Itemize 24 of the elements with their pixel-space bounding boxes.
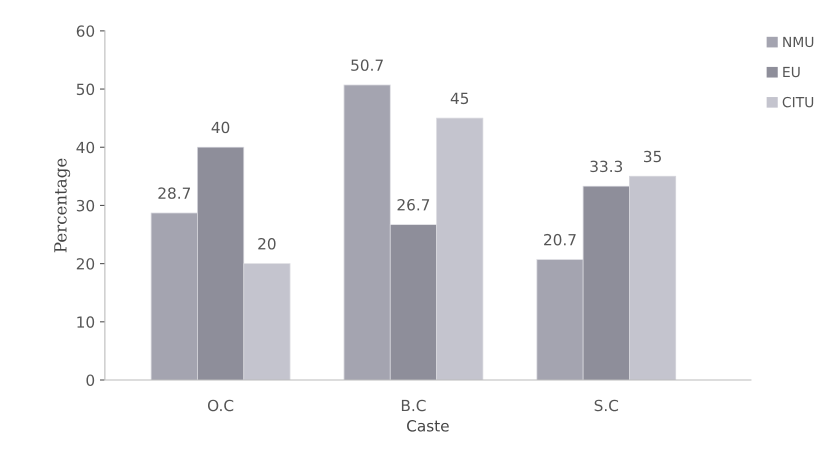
data-label: 50.7 <box>351 59 383 71</box>
y-tick-label: 20 <box>76 258 94 270</box>
data-label: 40 <box>212 122 230 134</box>
legend-label: EU <box>783 66 800 78</box>
x-axis-title: Caste <box>407 420 449 432</box>
data-label: 20 <box>258 238 276 250</box>
data-label: 26.7 <box>398 199 430 211</box>
y-tick-label: 10 <box>77 316 94 328</box>
data-label: 33.3 <box>590 160 622 172</box>
data-label: 20.7 <box>544 234 576 246</box>
data-label: 35 <box>644 150 661 162</box>
y-tick-label: 30 <box>76 200 94 212</box>
legend-label: NMU <box>783 36 814 48</box>
x-tick-label: O.C <box>208 400 234 412</box>
y-tick-label: 0 <box>86 374 94 386</box>
x-tick-label: S.C <box>594 400 618 412</box>
x-tick-label: B.C <box>402 400 426 412</box>
y-tick-label: 40 <box>76 142 94 154</box>
data-label: 28.7 <box>158 187 190 199</box>
legend-label: CITU <box>782 96 814 108</box>
y-tick-label: 60 <box>76 25 94 37</box>
data-label: 45 <box>450 92 468 104</box>
y-tick-label: 50 <box>76 84 94 96</box>
y-axis-title: Percentage <box>54 158 70 252</box>
